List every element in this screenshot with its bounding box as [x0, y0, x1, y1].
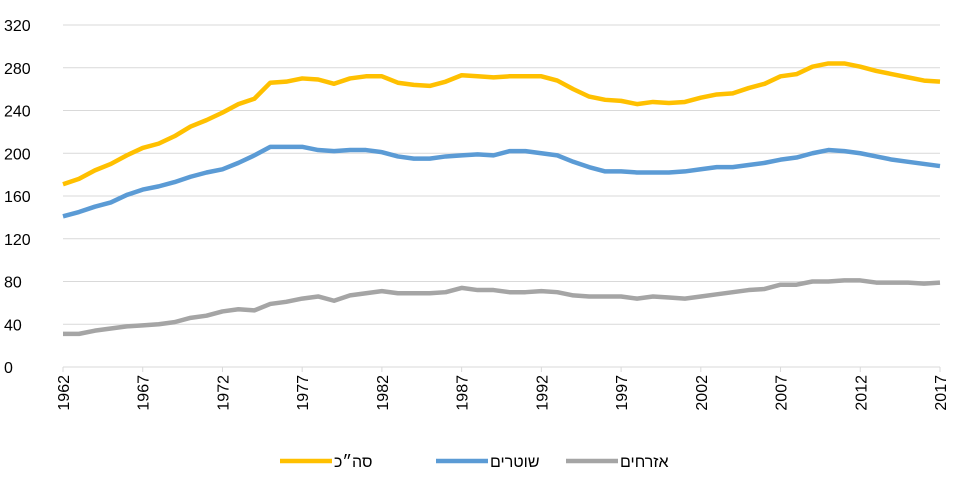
x-tick-label: 1997 — [614, 375, 631, 411]
x-tick-label: 2017 — [933, 375, 950, 411]
legend-label: סה״כ — [334, 454, 373, 471]
y-tick-label: 320 — [4, 18, 31, 35]
legend-label: שוטרים — [490, 454, 540, 471]
x-tick-label: 2012 — [853, 375, 870, 411]
legend-label: אזרחים — [620, 454, 669, 471]
y-tick-label: 280 — [4, 61, 31, 78]
x-tick-label: 1972 — [215, 375, 232, 411]
series-line — [63, 280, 940, 333]
y-tick-label: 40 — [4, 317, 22, 334]
x-tick-label: 1982 — [375, 375, 392, 411]
x-tick-label: 1987 — [455, 375, 472, 411]
chart: 0 40 80 120 160 200 240 280 320 1962 1967 1972 1977 1… — [0, 0, 956, 481]
x-tick-label: 2007 — [774, 375, 791, 411]
x-tick-label: 1977 — [295, 375, 312, 411]
x-tick-label: 2002 — [694, 375, 711, 411]
y-tick-label: 240 — [4, 104, 31, 121]
y-tick-label: 80 — [4, 275, 22, 292]
y-tick-label: 0 — [4, 360, 13, 377]
y-tick-label: 120 — [4, 232, 31, 249]
x-tick-label: 1992 — [534, 375, 551, 411]
series-line — [63, 63, 940, 184]
y-tick-label: 160 — [4, 189, 31, 206]
y-tick-label: 200 — [4, 146, 31, 163]
x-tick-label: 1967 — [136, 375, 153, 411]
series-line — [63, 147, 940, 216]
x-tick-label: 1962 — [56, 375, 73, 411]
